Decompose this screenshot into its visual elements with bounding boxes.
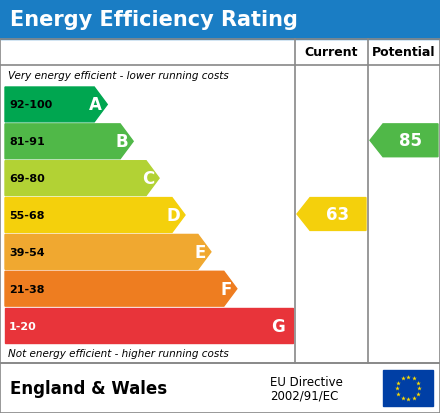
Text: Current: Current [305, 46, 358, 59]
Bar [0, 0, 440, 40]
Text: 81-91: 81-91 [9, 137, 45, 147]
Polygon shape [370, 125, 438, 157]
Text: F: F [220, 280, 232, 298]
Polygon shape [5, 198, 185, 233]
Text: 1-20: 1-20 [9, 321, 37, 331]
Text: Energy Efficiency Rating: Energy Efficiency Rating [10, 10, 298, 30]
Polygon shape [5, 125, 133, 159]
Text: E: E [194, 243, 206, 261]
Polygon shape [5, 161, 159, 196]
Bar [0, 363, 440, 413]
Text: 2002/91/EC: 2002/91/EC [270, 389, 338, 401]
Text: 21-38: 21-38 [9, 284, 44, 294]
Text: C: C [142, 170, 154, 188]
Text: Not energy efficient - higher running costs: Not energy efficient - higher running co… [8, 348, 229, 358]
Polygon shape [297, 198, 366, 231]
Text: 85: 85 [399, 132, 422, 150]
Polygon shape [5, 272, 237, 306]
Text: 69-80: 69-80 [9, 174, 45, 184]
Polygon shape [5, 235, 211, 270]
Text: B: B [116, 133, 128, 151]
Text: 92-100: 92-100 [9, 100, 52, 110]
Text: Very energy efficient - lower running costs: Very energy efficient - lower running co… [8, 71, 229, 81]
Polygon shape [5, 88, 107, 123]
Bar [0, 40, 440, 363]
Text: A: A [89, 96, 102, 114]
Text: 55-68: 55-68 [9, 211, 44, 221]
Text: Potential: Potential [372, 46, 436, 59]
Polygon shape [5, 309, 293, 343]
Text: EU Directive: EU Directive [270, 375, 343, 389]
Text: G: G [271, 317, 285, 335]
Text: England & Wales: England & Wales [10, 379, 167, 397]
Text: 39-54: 39-54 [9, 247, 44, 257]
Text: 63: 63 [326, 206, 349, 223]
Text: D: D [166, 206, 180, 224]
Bar [383, 370, 433, 406]
